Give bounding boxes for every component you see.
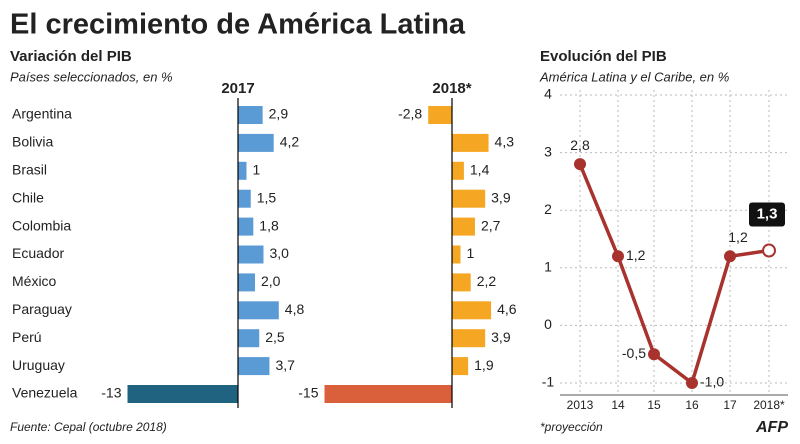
point [574,158,586,171]
value-label: 4,8 [285,301,305,317]
category-label: Venezuela [12,385,78,401]
bar [452,133,489,152]
bar [127,385,238,403]
category-label: Argentina [12,106,72,122]
y-tick-label: -1 [542,374,555,390]
bar [238,106,263,124]
value-label: 2,9 [269,106,289,122]
y-tick-label: 2 [544,201,552,217]
category-label: Perú [12,329,42,345]
y-tick-label: 4 [544,86,552,102]
value-label: -0,5 [622,345,646,361]
note: *proyección [540,420,603,434]
bar [452,161,464,180]
bar [452,329,486,348]
x-tick-label: 2013 [567,398,594,412]
bar [238,301,279,320]
y-tick-label: 1 [544,259,552,275]
value-label: 1 [253,162,261,178]
bar [452,273,471,292]
value-label: 1,2 [728,229,748,245]
point [648,348,660,361]
point [612,250,624,263]
category-label: Bolivia [12,134,53,150]
right-subtitle: América Latina y el Caribe, en % [539,69,729,84]
category-label: Brasil [12,162,47,178]
value-label: 2,0 [261,273,281,289]
bar [324,385,452,403]
value-label: 2,5 [265,329,285,345]
bar [452,217,475,236]
bar [452,189,486,208]
bar [238,189,251,208]
value-label: 1,3 [757,205,778,222]
value-label: 3,7 [275,357,295,373]
value-label: 1 [467,245,475,261]
value-label: 2,2 [477,273,497,289]
bar [452,245,461,264]
category-label: Uruguay [12,357,65,373]
bar [238,245,264,264]
bar [238,217,254,236]
left-title: Variación del PIB [10,48,132,65]
bar [452,301,492,320]
gdp-line [578,163,770,386]
callout-box [749,202,785,227]
value-label: 2,7 [481,217,501,233]
point [686,377,698,389]
point [724,250,736,263]
value-label: 2,8 [570,137,590,153]
value-label: 4,2 [280,134,300,150]
x-tick-label: 14 [611,398,625,412]
year-header: 2017 [221,80,254,97]
value-label: -2,8 [398,106,422,122]
category-label: México [12,273,57,289]
value-label: 1,9 [474,357,494,373]
category-label: Paraguay [12,301,72,317]
y-tick-label: 3 [544,143,552,159]
main-title: El crecimiento de América Latina [10,9,466,41]
value-label: 4,3 [495,134,515,150]
value-label: 3,9 [491,329,511,345]
year-header: 2018* [432,80,471,97]
bar [238,357,270,376]
value-label: -13 [101,385,121,401]
bar [238,133,274,152]
point [762,243,776,258]
bar [452,357,469,376]
right-title: Evolución del PIB [540,48,667,65]
category-label: Chile [12,189,44,205]
value-label: 4,6 [497,301,517,317]
bar [238,161,247,180]
value-label: 3,9 [491,189,511,205]
value-label: 1,5 [257,189,277,205]
category-label: Ecuador [12,245,64,261]
x-tick-label: 2018* [753,398,785,412]
source: Fuente: Cepal (octubre 2018) [10,420,167,434]
x-tick-label: 16 [685,398,699,412]
x-tick-label: 15 [647,398,661,412]
value-label: 3,0 [270,245,290,261]
category-label: Colombia [12,217,71,233]
bar [428,106,452,124]
x-tick-label: 17 [723,398,737,412]
bar [238,329,260,348]
left-subtitle: Países seleccionados, en % [10,69,173,84]
value-label: 1,4 [470,162,490,178]
value-label: -1,0 [700,374,724,390]
value-label: 1,8 [259,217,279,233]
y-tick-label: 0 [544,316,552,332]
bar [238,273,255,292]
logo: AFP [755,419,788,436]
value-label: -15 [298,385,318,401]
value-label: 1,2 [626,247,646,263]
